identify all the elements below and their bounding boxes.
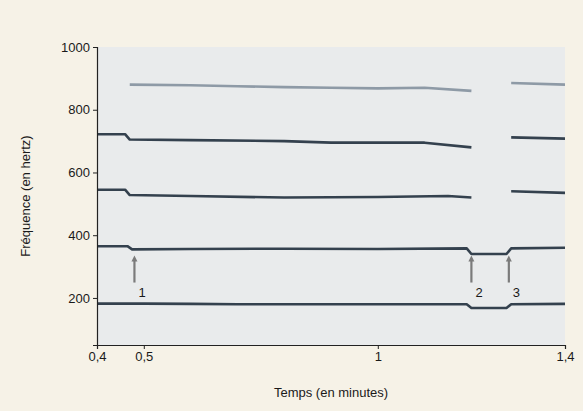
tick-mark [93,298,97,299]
annotation-label: 1 [138,285,145,300]
tick-mark [93,235,97,236]
tick-label: 1,4 [556,349,574,364]
tick: 0,5 [135,345,153,364]
harmonic-line [97,190,565,198]
harmonic-line [130,83,565,91]
annotation-arrowhead [468,256,474,262]
tick-label: 800 [68,102,90,117]
annotation-arrow [133,259,135,283]
harmonic-line [97,304,565,308]
tick: 800 [68,102,97,117]
tick-label: 0,4 [88,349,106,364]
background [0,0,583,411]
tick: 1,4 [556,345,574,364]
lines [97,83,565,308]
tick-mark [93,47,97,48]
axis-line [93,48,98,346]
harmonic-line [97,134,565,147]
tick-mark [93,172,97,173]
tick: 400 [68,228,97,243]
chart: 0,4 0,5 1 1,4 200 400 600 800 1000 Temps (en minu… [0,0,583,411]
tick-label: 1 [375,349,382,364]
tick-label: 600 [68,165,90,180]
annotation-label: 2 [475,285,482,300]
tick-mark [93,110,97,111]
x-axis-title: Temps (en minutes) [274,385,388,400]
annotations: 1 2 3 [131,256,520,300]
tick: 0,4 [88,345,106,364]
tick: 1 [375,345,382,364]
tick: 600 [68,165,97,180]
annotation-arrow [470,259,472,283]
harmonic-line [97,246,565,254]
tick: 1000 [61,40,97,55]
annotation-arrowhead [131,256,137,262]
annotation-arrow [508,259,510,283]
tick-label: 0,5 [135,349,153,364]
tick-label: 1000 [61,40,90,55]
axis-line [98,346,566,350]
y-axis: 200 400 600 800 1000 [61,40,97,346]
tick-label: 400 [68,228,90,243]
tick-label: 200 [68,291,90,306]
y-axis-title: Fréquence (en hertz) [18,135,33,256]
annotation-arrowhead [506,256,512,262]
plot-area [97,47,565,345]
tick: 200 [68,291,97,306]
annotation-label: 3 [513,285,520,300]
x-axis: 0,4 0,5 1 1,4 [88,345,574,364]
